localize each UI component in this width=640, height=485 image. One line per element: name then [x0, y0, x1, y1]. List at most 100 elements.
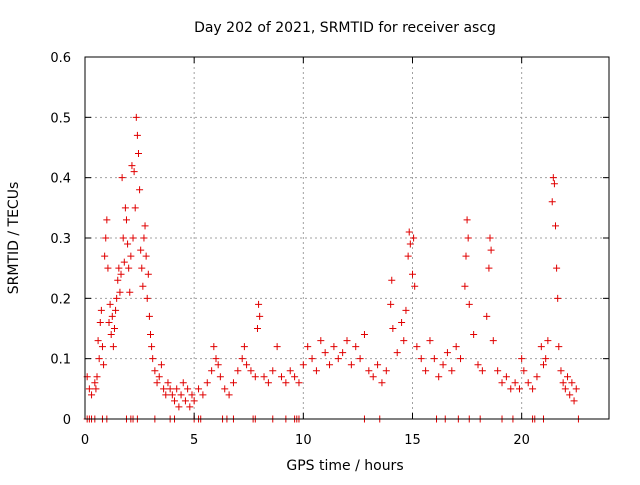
data-point: [533, 373, 541, 381]
data-point: [548, 198, 556, 206]
data-point: [439, 361, 447, 369]
data-point: [184, 385, 192, 393]
data-point: [398, 318, 406, 326]
data-point: [229, 379, 237, 387]
data-point: [417, 355, 425, 363]
data-point: [278, 373, 285, 381]
data-point: [240, 343, 248, 351]
data-point: [251, 373, 259, 381]
data-point: [155, 373, 163, 381]
data-point: [409, 270, 416, 278]
data-point: [98, 343, 106, 351]
data-point: [134, 150, 142, 158]
data-point: [136, 186, 144, 194]
data-point: [286, 367, 294, 375]
data-point: [389, 325, 397, 332]
data-point: [108, 312, 116, 320]
data-point: [140, 234, 148, 242]
data-point: [225, 391, 233, 399]
data-point: [116, 288, 124, 296]
data-point: [102, 234, 110, 242]
data-point: [308, 355, 316, 363]
data-point: [117, 270, 125, 278]
data-point: [171, 397, 179, 405]
data-point: [144, 270, 152, 278]
data-point: [256, 312, 264, 320]
data-point: [330, 343, 338, 351]
data-point: [448, 367, 456, 375]
data-point: [487, 246, 495, 254]
data-point: [326, 361, 334, 369]
data-point: [110, 325, 118, 332]
data-point: [264, 379, 272, 387]
data-point: [554, 294, 562, 302]
data-point: [452, 343, 460, 351]
data-point: [463, 216, 471, 224]
data-point: [105, 318, 113, 326]
data-point: [393, 349, 401, 357]
data-point: [317, 337, 325, 345]
data-point: [494, 367, 502, 375]
grid: [85, 57, 609, 419]
data-point: [212, 355, 220, 363]
data-point: [130, 168, 138, 176]
data-point: [405, 228, 413, 236]
data-point: [173, 385, 181, 393]
data-point: [502, 373, 510, 381]
data-point: [572, 385, 580, 393]
y-tick-label: 0.1: [50, 353, 71, 368]
data-point: [141, 222, 149, 230]
data-point: [402, 306, 410, 314]
data-point: [334, 355, 342, 363]
x-tick-label: 15: [404, 433, 421, 448]
data-point: [214, 361, 222, 369]
data-point: [470, 331, 478, 339]
data-point: [478, 367, 486, 375]
data-point: [253, 325, 261, 332]
data-point: [550, 180, 558, 188]
data-point: [85, 385, 93, 393]
data-point: [118, 174, 126, 182]
data-point: [168, 391, 176, 399]
data-point: [93, 373, 101, 381]
data-point: [347, 361, 355, 369]
data-point: [413, 343, 421, 351]
data-point: [568, 379, 576, 387]
data-point: [148, 343, 156, 351]
data-point: [570, 397, 578, 405]
data-point: [312, 367, 320, 375]
data-point: [559, 379, 567, 387]
data-point: [106, 300, 114, 308]
data-point: [282, 379, 290, 387]
data-point: [95, 355, 103, 363]
data-point: [511, 379, 519, 387]
data-point: [544, 337, 552, 345]
data-point: [142, 252, 150, 260]
data-point: [104, 264, 112, 272]
data-point: [374, 361, 382, 369]
data-point: [360, 331, 368, 339]
y-tick-label: 0.6: [50, 51, 71, 66]
y-tick-label: 0.2: [50, 292, 71, 307]
data-point: [356, 355, 364, 363]
data-point: [564, 373, 572, 381]
data-point: [128, 162, 136, 170]
data-point: [127, 252, 135, 260]
data-point: [120, 258, 128, 266]
data-point: [97, 306, 105, 314]
data-point: [181, 397, 189, 405]
data-point: [96, 318, 104, 326]
data-point: [489, 337, 497, 345]
data-point: [247, 367, 255, 375]
data-point: [260, 373, 268, 381]
data-point: [129, 234, 137, 242]
data-point: [234, 367, 242, 375]
data-point: [190, 397, 198, 405]
data-point: [109, 343, 117, 351]
data-point: [553, 264, 561, 272]
data-point: [162, 391, 170, 399]
x-tick-label: 5: [190, 433, 198, 448]
data-point: [411, 282, 419, 290]
